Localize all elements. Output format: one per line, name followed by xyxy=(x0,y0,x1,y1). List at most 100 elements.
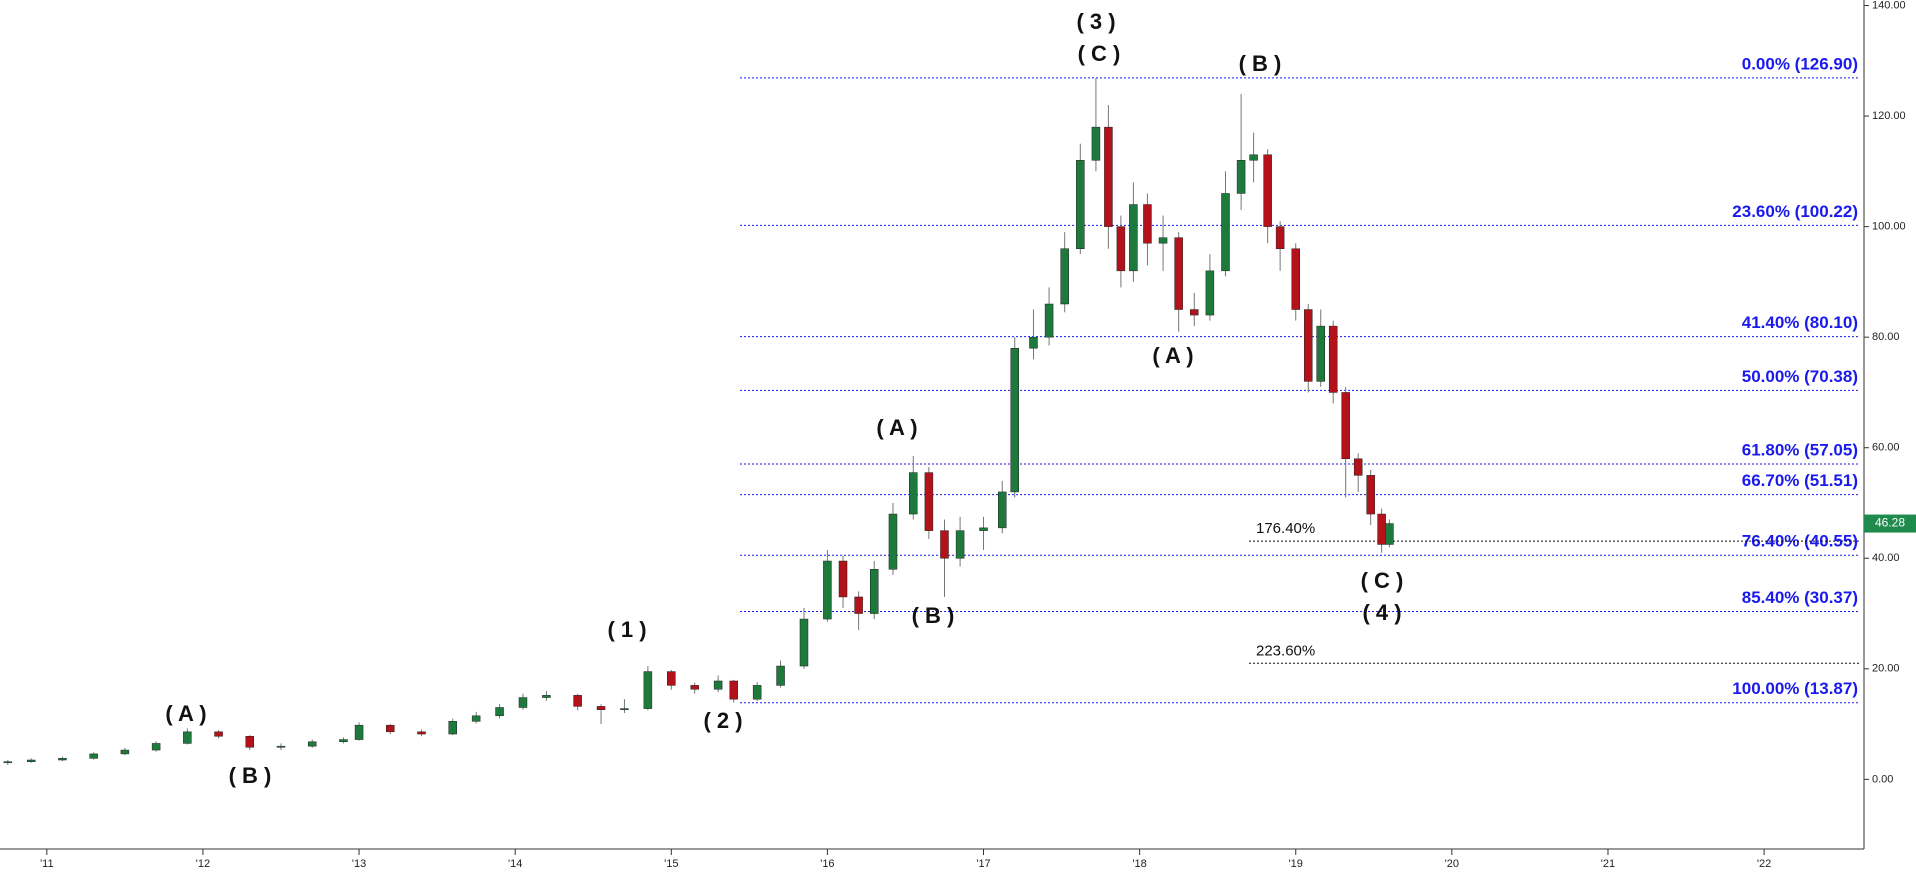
candle-body xyxy=(339,739,348,743)
candle-body xyxy=(909,472,918,515)
candle-body xyxy=(1174,237,1183,310)
wave-label: ( A ) xyxy=(1152,343,1193,368)
wave-label: ( 1 ) xyxy=(607,617,646,642)
candle-body xyxy=(1104,126,1113,227)
fib-label: 85.40% (30.37) xyxy=(1742,588,1858,607)
candle-body xyxy=(1205,270,1215,316)
candle-body xyxy=(1303,309,1313,382)
candle-body xyxy=(955,530,965,559)
candle-body xyxy=(518,697,528,708)
candle-body xyxy=(838,560,848,598)
candle-body xyxy=(3,761,13,764)
candle-body xyxy=(752,685,762,700)
candle-body xyxy=(1116,226,1126,272)
candle-body xyxy=(1029,336,1038,349)
candle-body xyxy=(1044,303,1054,338)
candle-body xyxy=(1377,513,1386,545)
candle-body xyxy=(667,671,676,686)
candle-body xyxy=(823,560,832,620)
candle-body xyxy=(89,753,98,759)
fib-label: 76.40% (40.55) xyxy=(1742,532,1858,551)
wave-label: ( B ) xyxy=(229,763,272,788)
wave-label: ( C ) xyxy=(1361,568,1404,593)
y-tick-label: 20.00 xyxy=(1872,663,1900,675)
fib-label: 50.00% (70.38) xyxy=(1742,367,1858,386)
candle-body xyxy=(26,759,36,762)
candle-body xyxy=(386,724,395,733)
x-tick-label: '14 xyxy=(508,858,522,870)
candle-body xyxy=(940,530,949,559)
wave-label: ( 2 ) xyxy=(703,708,742,733)
candle-body xyxy=(888,513,898,570)
x-tick-label: '20 xyxy=(1445,858,1459,870)
wave-label: ( C ) xyxy=(1078,41,1121,66)
candle-body xyxy=(183,731,192,744)
extension-label: 223.60% xyxy=(1256,642,1315,659)
candle-body xyxy=(596,706,606,710)
candle-body xyxy=(776,665,785,686)
wave-label: ( A ) xyxy=(165,701,206,726)
candle-body xyxy=(998,491,1007,529)
candle-body xyxy=(869,569,879,614)
candle-body xyxy=(1010,347,1019,493)
candle-body xyxy=(1190,309,1199,316)
candle-body xyxy=(1158,237,1168,244)
candle-body xyxy=(1076,160,1085,249)
fib-label: 61.80% (57.05) xyxy=(1742,441,1858,460)
candle-body xyxy=(643,671,653,709)
x-tick-label: '19 xyxy=(1289,858,1303,870)
candle-body xyxy=(448,721,457,735)
y-tick-label: 0.00 xyxy=(1872,773,1893,785)
candle-body xyxy=(573,695,582,707)
fib-label: 41.40% (80.10) xyxy=(1742,313,1858,332)
y-tick-label: 80.00 xyxy=(1872,331,1900,343)
candle-body xyxy=(214,731,223,737)
extension-label: 176.40% xyxy=(1256,520,1315,537)
candle-body xyxy=(307,741,317,747)
candle-body xyxy=(471,715,481,722)
candle-body xyxy=(495,707,504,717)
x-tick-label: '21 xyxy=(1601,858,1615,870)
candle-body xyxy=(542,695,551,698)
candle-body xyxy=(1143,204,1152,244)
y-tick-label: 100.00 xyxy=(1872,221,1906,233)
wave-label: ( B ) xyxy=(912,603,955,628)
x-tick-label: '13 xyxy=(352,858,366,870)
candle-body xyxy=(620,708,629,710)
last-price-label: 46.28 xyxy=(1875,516,1905,530)
candle-body xyxy=(1316,325,1325,382)
candle-body xyxy=(924,472,934,531)
x-tick-label: '16 xyxy=(820,858,834,870)
wave-label: ( B ) xyxy=(1239,51,1282,76)
candle-body xyxy=(1291,248,1300,310)
x-tick-label: '11 xyxy=(40,858,54,870)
candle-body xyxy=(1328,325,1338,393)
wave-label: ( 4 ) xyxy=(1362,600,1401,625)
candle-body xyxy=(854,596,863,614)
candle-body xyxy=(417,731,426,735)
x-tick-label: '17 xyxy=(976,858,990,870)
wave-label: ( 3 ) xyxy=(1076,9,1115,34)
candle-body xyxy=(1221,193,1230,272)
candle-body xyxy=(1385,523,1394,545)
x-tick-label: '15 xyxy=(664,858,678,870)
candle-body xyxy=(1091,126,1101,161)
last-price-tag xyxy=(1864,514,1916,533)
candle-body xyxy=(1341,392,1350,460)
x-tick-label: '22 xyxy=(1757,858,1771,870)
y-tick-label: 120.00 xyxy=(1872,110,1906,122)
y-tick-label: 60.00 xyxy=(1872,442,1900,454)
fib-label: 23.60% (100.22) xyxy=(1732,202,1858,221)
fib-label: 0.00% (126.90) xyxy=(1742,54,1858,73)
candle-body xyxy=(690,685,699,690)
fib-label: 66.70% (51.51) xyxy=(1742,471,1858,490)
wave-label: ( A ) xyxy=(876,415,917,440)
candle-body xyxy=(1129,204,1138,272)
candle-body xyxy=(354,724,364,740)
candle-body xyxy=(1060,248,1069,305)
candle-body xyxy=(1275,226,1285,249)
candle-body xyxy=(979,527,988,531)
candle-body xyxy=(1263,154,1272,227)
